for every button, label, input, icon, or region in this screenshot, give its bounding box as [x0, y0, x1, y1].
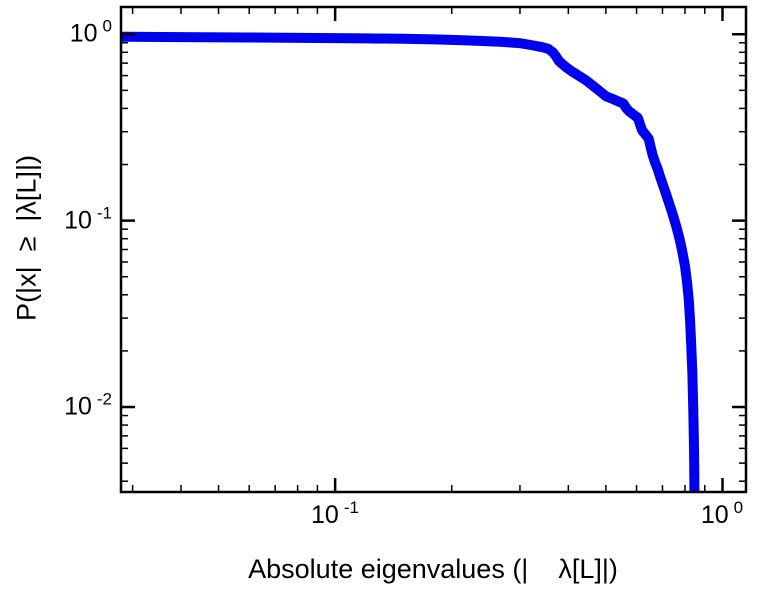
y-tick-exponent: 0	[102, 16, 112, 36]
x-tick-label-1e-1: 10 -1	[311, 499, 359, 529]
axis-ticks	[121, 7, 746, 492]
x-tick-base: 10	[311, 501, 339, 529]
y-tick-base: 10	[69, 19, 98, 48]
plot-frame	[119, 5, 748, 494]
data-line	[121, 31, 700, 492]
y-tick-base: 10	[64, 206, 92, 235]
x-tick-base: 10	[700, 501, 729, 529]
y-tick-exponent: -1	[96, 203, 112, 223]
y-tick-label-1e-1: 10 -1	[64, 205, 112, 235]
x-tick-exponent: 0	[733, 498, 744, 517]
x-tick-exponent: -1	[343, 498, 359, 517]
y-tick-label-1e0: 10 0	[69, 18, 112, 48]
y-tick-exponent: -2	[96, 389, 112, 409]
x-tick-label-1e0: 10 0	[700, 499, 743, 529]
x-axis-label: Absolute eigenvalues (| λ[L]|)	[248, 554, 618, 584]
y-tick-base: 10	[64, 392, 92, 421]
y-axis-label: P(|x| ≥ |λ[L]|)	[11, 155, 42, 321]
y-tick-label-1e-2: 10 -2	[64, 391, 112, 421]
